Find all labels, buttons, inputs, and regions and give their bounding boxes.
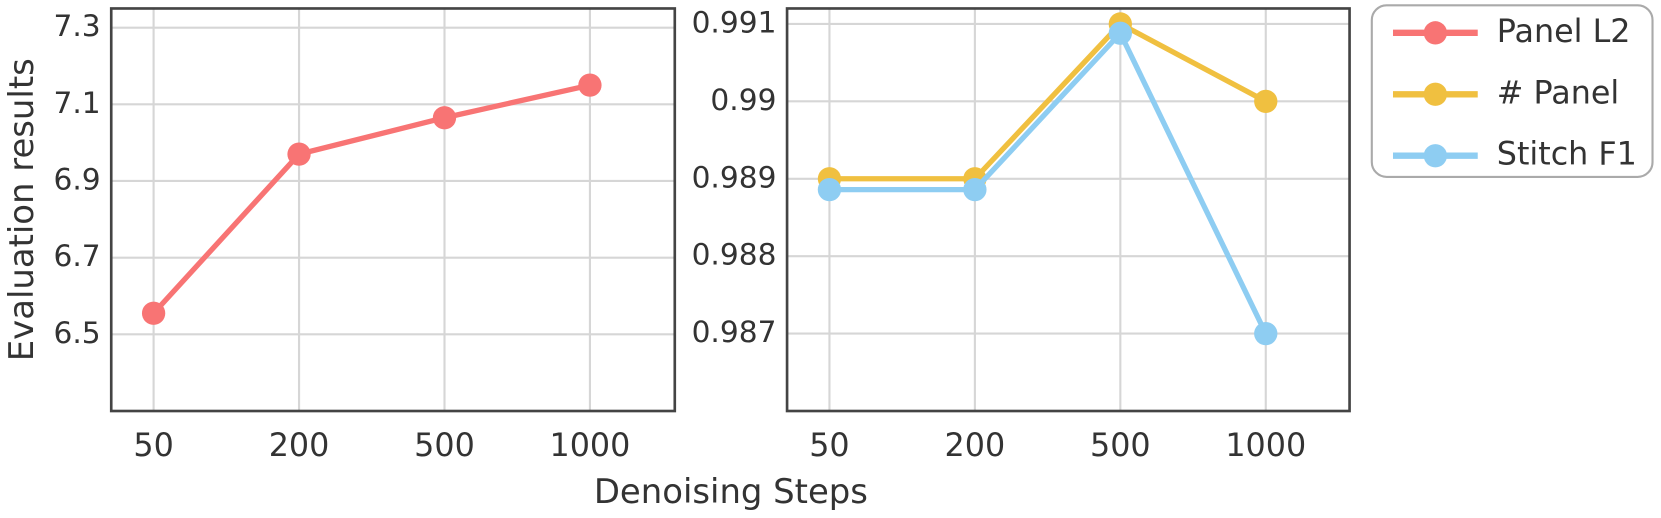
series-line xyxy=(151,82,591,316)
x-tick-label: 50 xyxy=(133,428,173,464)
point xyxy=(963,177,987,202)
point xyxy=(432,106,457,130)
point xyxy=(1254,89,1278,114)
point xyxy=(1254,321,1278,346)
point xyxy=(817,177,842,202)
point xyxy=(287,142,311,166)
x-tick-label: 200 xyxy=(945,428,1006,464)
point xyxy=(141,301,166,325)
series-line xyxy=(829,20,1268,182)
y-tick-label: 6.9 xyxy=(53,161,100,196)
x-tick-label: 1000 xyxy=(550,428,631,464)
legend-label: Stitch F1 xyxy=(1497,137,1637,173)
point xyxy=(1108,21,1132,45)
y-tick-label: 0.988 xyxy=(692,237,777,272)
y-tick-label: 7.1 xyxy=(53,85,100,120)
legend-marker xyxy=(1423,21,1448,45)
y-axis-label: Evaluation results xyxy=(2,58,41,361)
legend-marker xyxy=(1423,82,1448,106)
legend-box xyxy=(1370,4,1654,178)
x-tick-label: 200 xyxy=(269,428,330,464)
x-tick-label: 1000 xyxy=(1225,428,1306,464)
y-tick-label: 6.7 xyxy=(53,238,100,273)
legend-label: # Panel xyxy=(1497,75,1619,111)
y-tick-label: 0.987 xyxy=(692,314,777,349)
y-tick-label: 6.5 xyxy=(53,315,100,350)
y-tick-label: 7.3 xyxy=(53,8,100,43)
legend-label: Panel L2 xyxy=(1497,14,1631,50)
x-tick-label: 50 xyxy=(809,428,849,464)
y-tick-label: 0.989 xyxy=(692,159,777,194)
legend-marker xyxy=(1423,144,1448,168)
plot-frame xyxy=(785,7,1351,413)
y-tick-label: 0.99 xyxy=(710,82,776,117)
x-tick-label: 500 xyxy=(1090,428,1151,464)
point xyxy=(578,73,602,97)
y-tick-label: 0.991 xyxy=(692,4,777,39)
x-axis-label: Denoising Steps xyxy=(594,472,868,511)
x-tick-label: 500 xyxy=(414,428,475,464)
plot-frame xyxy=(109,7,677,413)
series-line xyxy=(829,28,1269,335)
